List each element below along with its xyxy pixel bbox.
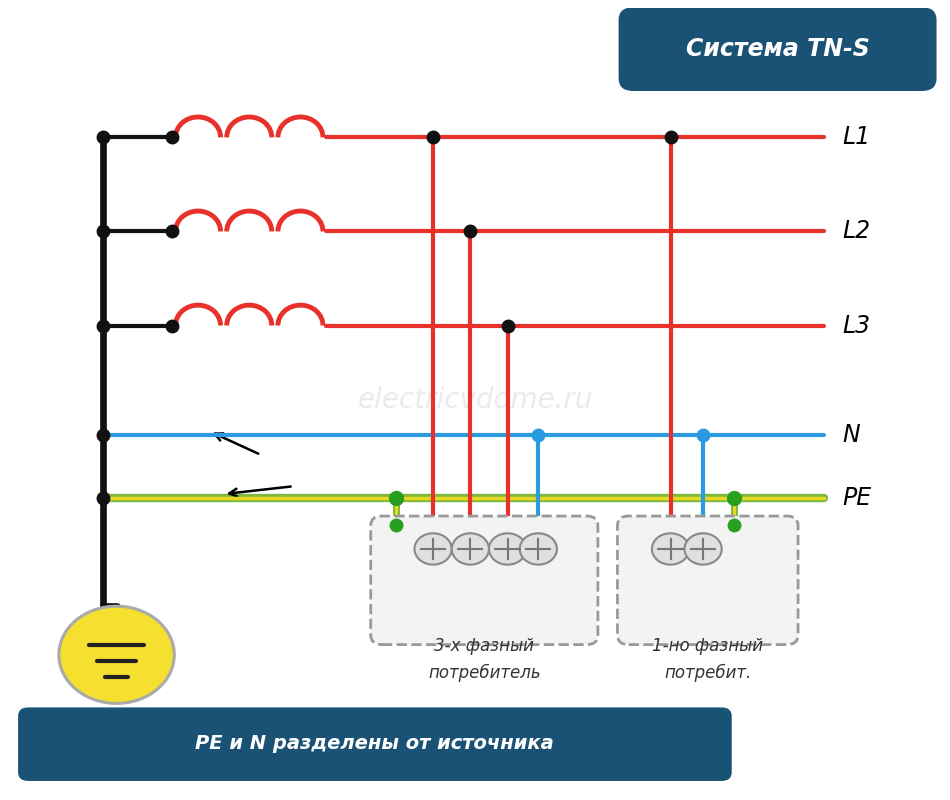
FancyBboxPatch shape xyxy=(618,516,798,645)
Text: L3: L3 xyxy=(843,314,871,338)
Text: PE: PE xyxy=(843,486,872,510)
Text: L2: L2 xyxy=(843,219,871,243)
Circle shape xyxy=(414,534,452,565)
Circle shape xyxy=(652,534,689,565)
Text: PE и N разделены от источника: PE и N разделены от источника xyxy=(195,734,554,753)
FancyBboxPatch shape xyxy=(19,708,732,780)
Circle shape xyxy=(452,534,489,565)
FancyBboxPatch shape xyxy=(619,8,936,90)
Circle shape xyxy=(59,606,174,703)
Text: L1: L1 xyxy=(843,126,871,150)
Text: 3-х фазный
потребитель: 3-х фазный потребитель xyxy=(428,638,541,682)
Text: N: N xyxy=(843,423,861,447)
FancyBboxPatch shape xyxy=(370,516,598,645)
Text: 1-но фазный
потребит.: 1-но фазный потребит. xyxy=(653,638,763,682)
Circle shape xyxy=(684,534,722,565)
Text: electricvdome.ru: electricvdome.ru xyxy=(392,763,558,782)
Text: electricvdome.ru: electricvdome.ru xyxy=(357,386,593,414)
Circle shape xyxy=(520,534,557,565)
Circle shape xyxy=(489,534,526,565)
Text: Система TN-S: Система TN-S xyxy=(686,37,869,61)
